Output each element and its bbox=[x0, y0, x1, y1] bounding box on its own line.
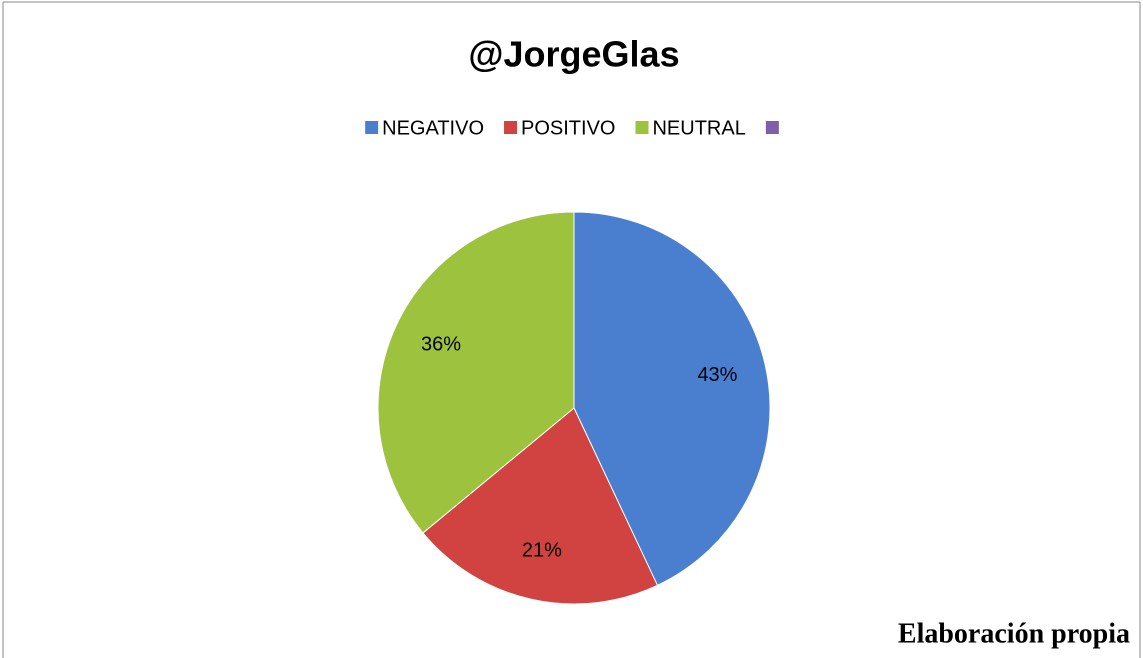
legend-marker bbox=[504, 121, 518, 134]
value-label: 21% bbox=[522, 540, 562, 562]
legend-marker bbox=[635, 121, 649, 134]
value-label: 43% bbox=[697, 364, 737, 386]
value-label: 36% bbox=[421, 334, 461, 356]
chart-title: @JorgeGlas bbox=[468, 34, 679, 75]
legend-label: NEUTRAL bbox=[652, 117, 745, 139]
pie-slice bbox=[573, 211, 771, 587]
pie-slice bbox=[422, 407, 659, 605]
legend-label: NEGATIVO bbox=[382, 117, 484, 139]
source-note: Elaboración propia bbox=[898, 618, 1130, 649]
pie-slice bbox=[377, 211, 575, 534]
legend-label: POSITIVO bbox=[521, 117, 615, 139]
legend-marker bbox=[765, 121, 779, 134]
legend-marker bbox=[365, 121, 379, 134]
